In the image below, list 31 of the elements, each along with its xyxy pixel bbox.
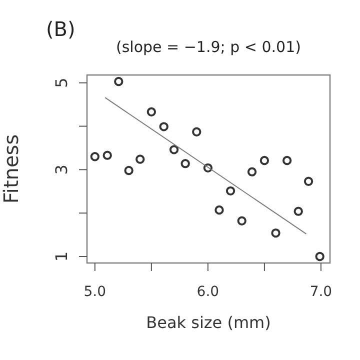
- chart-subtitle: (slope = −1.9; p < 0.01): [116, 38, 301, 56]
- point: [304, 176, 314, 186]
- point: [102, 150, 112, 160]
- point: [247, 167, 257, 176]
- point: [214, 205, 224, 215]
- chart-title: (B): [46, 17, 76, 41]
- point: [136, 154, 145, 164]
- point: [90, 152, 100, 162]
- point: [124, 166, 134, 176]
- point: [180, 158, 190, 168]
- x-tick-label: 7.0: [310, 284, 332, 300]
- point: [146, 107, 156, 117]
- y-tick-label: 1: [52, 251, 71, 262]
- point: [114, 76, 124, 86]
- x-axis-title: Beak size (mm): [146, 313, 271, 332]
- y-axis-title: Fitness: [0, 134, 23, 204]
- point: [237, 216, 246, 226]
- point: [203, 163, 213, 173]
- y-tick-label: 5: [52, 78, 71, 88]
- y-tick-label: 3: [52, 164, 71, 175]
- point: [169, 145, 179, 154]
- point: [260, 156, 270, 166]
- x-tick-label: 5.0: [84, 284, 106, 300]
- point: [192, 127, 202, 136]
- point: [271, 228, 280, 238]
- point: [294, 206, 303, 216]
- x-tick-label: 6.0: [196, 284, 220, 300]
- point: [282, 156, 292, 166]
- point: [159, 122, 168, 132]
- point: [315, 252, 324, 262]
- point: [226, 186, 236, 196]
